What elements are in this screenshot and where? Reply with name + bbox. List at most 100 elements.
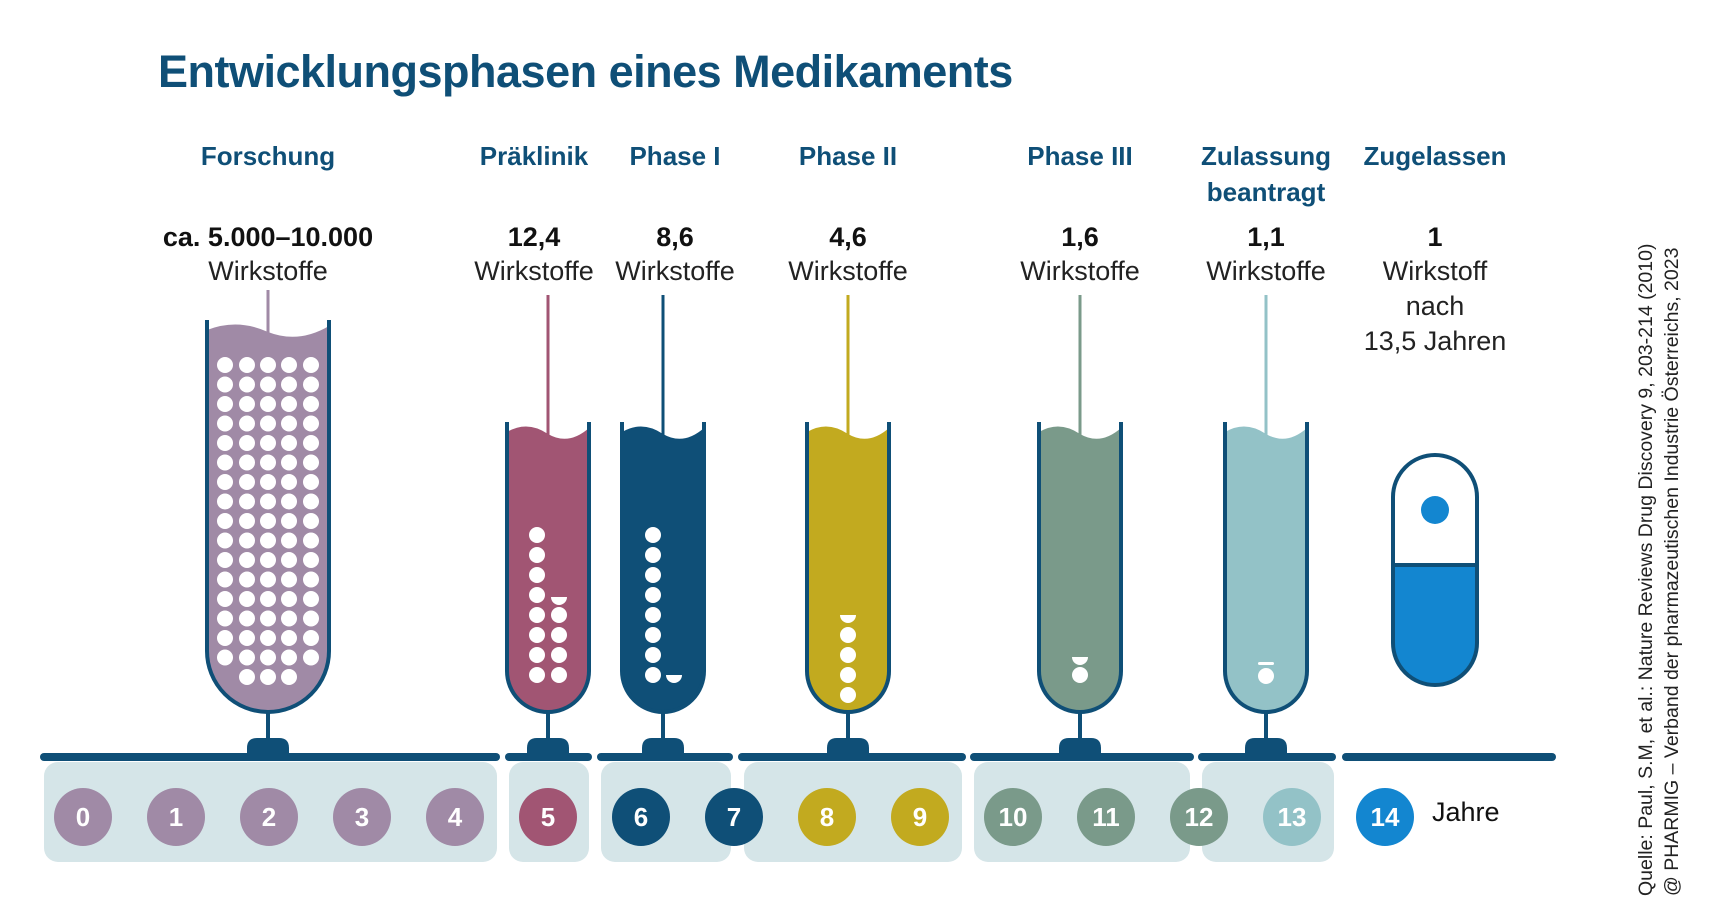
tube-base-0 [247,738,289,756]
compound-dot [551,607,567,623]
tube-liquid-1 [507,426,589,712]
compound-dot [239,630,255,646]
year-marker-13: 13 [1263,788,1321,846]
compound-dot [303,591,319,607]
compound-dot [260,610,276,627]
compound-dot [529,627,545,643]
count-unit: Wirkstoffe [474,256,594,286]
compound-dot [239,649,255,666]
compound-dot [217,571,233,588]
capsule-dot [1421,496,1449,524]
source-line: Quelle: Paul, S.M, et al.: Nature Review… [1635,243,1657,896]
compound-dot [303,610,319,627]
compound-dot [217,552,233,568]
tube-liquid-2 [622,426,704,712]
timeline-bar-5 [1198,753,1336,761]
compound-dot [239,571,255,588]
year-marker-9: 9 [891,788,949,846]
compound-dot [303,649,319,666]
compound-dot [551,627,567,643]
dropper-line-2 [661,295,665,438]
compound-dot [303,454,319,471]
tube-base-1 [527,738,569,756]
tube-stand-5 [1264,712,1268,746]
years-label: Jahre [1432,797,1500,827]
year-marker-10: 10 [984,788,1042,846]
year-marker-11: 11 [1077,788,1135,846]
compound-dot [217,396,233,412]
compound-dot [281,571,297,588]
compound-dot [239,513,255,529]
tube-base-3 [827,738,869,756]
compound-dot [281,610,297,627]
compound-dot [303,630,319,646]
compound-dot [303,532,319,549]
tube-glass-0 [205,320,331,714]
timeline-bar-1 [505,753,592,761]
count-unit: Wirkstoffe [615,256,735,286]
compound-dot [303,571,319,588]
compound-dot [239,474,255,490]
compound-dot [645,667,661,683]
compound-dot [303,396,319,412]
compound-dot [303,357,319,373]
timeline-bar-0 [40,753,500,761]
compound-dot [529,587,545,603]
count-value: 8,6 [656,222,694,252]
compound-dot [239,610,255,627]
compound-dot [217,435,233,451]
compound-dot [529,567,545,583]
compound-dot [239,493,255,510]
compound-dot [281,669,297,685]
compound-dot [217,630,233,646]
compound-dot [303,552,319,568]
dropper-line-5 [1264,295,1268,438]
compound-dot [529,607,545,623]
compound-dot [281,552,297,568]
count-value: ca. 5.000–10.000 [162,222,374,252]
compound-dot [281,396,297,412]
compound-dot [281,649,297,666]
timeline-bar-6 [1342,753,1556,761]
compound-dot [645,587,661,603]
count-value: 1,6 [1061,222,1099,252]
count-block-forschung: ca. 5.000–10.000 Wirkstoffe [118,220,418,289]
dropper-line-4 [1078,295,1082,438]
timeline-bar-2 [597,753,733,761]
compound-dot [645,527,661,543]
capsule-lower-half [1393,565,1477,685]
count-block-phase-3: 1,6 Wirkstoffe [930,220,1230,289]
tube-liquid-5 [1225,426,1307,712]
compound-dot [281,435,297,451]
count-unit: Wirkstoffe [1020,256,1140,286]
compound-dot [260,357,276,373]
compound-dot [239,396,255,412]
compound-dot [281,415,297,432]
compound-dot [645,607,661,623]
compound-sliver [1258,662,1274,665]
dropper-line-3 [846,295,850,438]
compound-dot [529,647,545,663]
compound-dot [303,435,319,451]
timeline-bar-4 [970,753,1194,761]
compound-dot [260,513,276,529]
count-block-zugelassen: 1 Wirkstoff nach 13,5 Jahren [1285,220,1585,359]
compound-dot [260,532,276,549]
tube-glass-3 [805,422,891,714]
compound-dot [303,493,319,510]
count-block-praeklinik: 12,4 Wirkstoffe [384,220,684,289]
compound-dot [217,513,233,529]
tube-base-5 [1245,738,1287,756]
compound-dot [260,493,276,510]
compound-dot [303,474,319,490]
compound-dot [217,532,233,549]
compound-dot [260,552,276,568]
compound-dot [303,415,319,432]
compound-dot [551,647,567,663]
compound-dot [281,454,297,471]
compound-dot [260,591,276,607]
compound-dot [281,532,297,549]
phase-label-forschung: Forschung [200,141,336,171]
compound-dot [645,547,661,563]
